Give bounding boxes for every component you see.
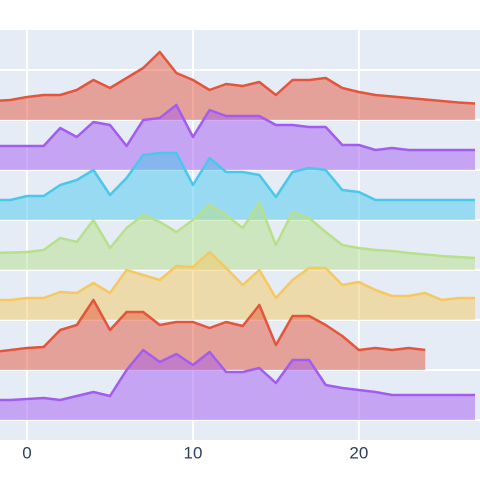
series-line [0, 151, 476, 202]
series-line [0, 103, 476, 152]
series-line [0, 201, 476, 260]
area-fill [0, 350, 476, 420]
area-fill [0, 153, 476, 220]
area-fill [0, 203, 476, 270]
series-line [0, 250, 476, 302]
plot-area [0, 50, 476, 420]
area-fill [0, 252, 476, 320]
x-tick-label: 20 [349, 443, 368, 462]
series-line [0, 348, 476, 402]
series-line [0, 298, 426, 353]
series-line [0, 50, 476, 105]
area-fill [0, 105, 476, 170]
axis-labels: 0 10 20 [22, 443, 368, 462]
x-tick-label: 10 [184, 443, 203, 462]
x-tick-label: 0 [22, 443, 31, 462]
area-fill [0, 300, 426, 370]
